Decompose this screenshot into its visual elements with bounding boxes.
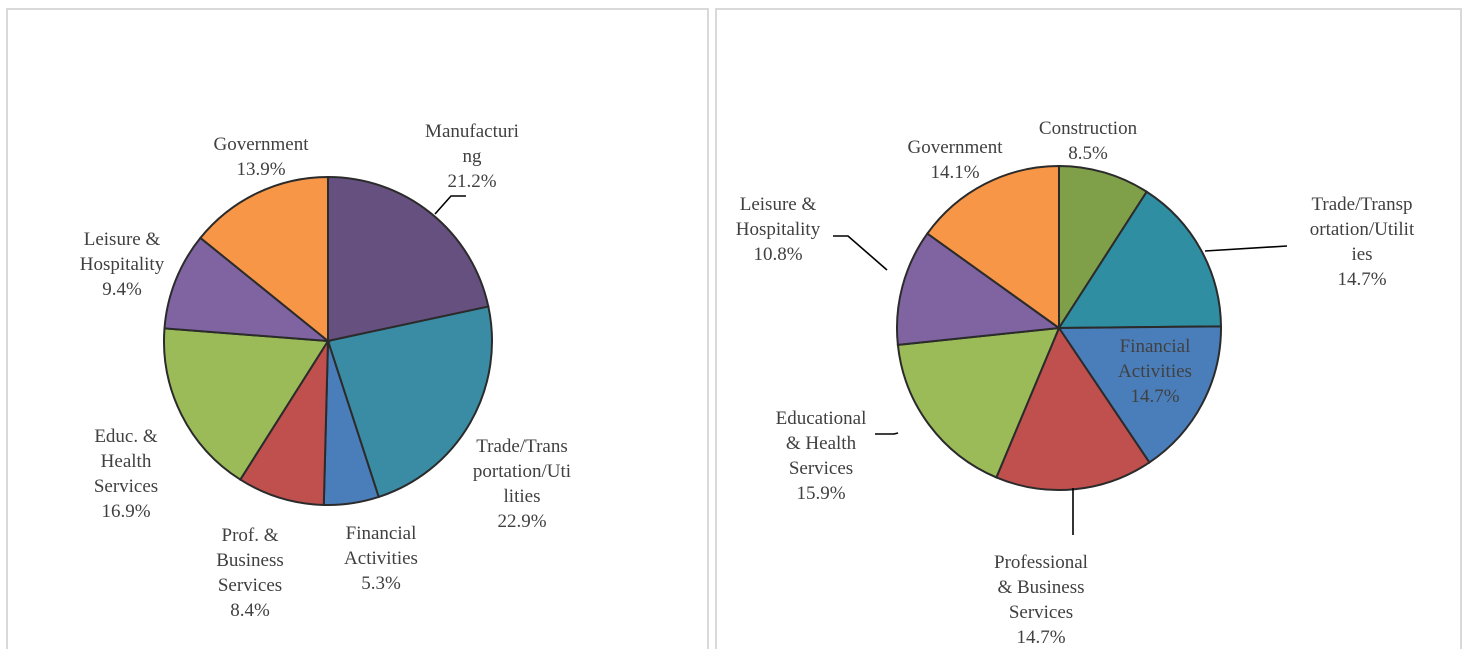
pie-slice: [896, 232, 1062, 346]
slice-label: Manufacturi ng 21.2%: [425, 121, 519, 192]
leader-line: [875, 432, 899, 435]
pie-slice: [995, 325, 1151, 491]
pie-slice: [327, 175, 490, 343]
pie-slice: [1057, 190, 1223, 330]
pie-slices: [163, 175, 493, 506]
slice-label: Construction 8.5%: [1039, 118, 1138, 164]
slice-label: Professional & Business Services 14.7%: [994, 552, 1088, 648]
pie-slice: [238, 337, 330, 506]
pie-slice: [326, 305, 493, 499]
pie-slice: [1057, 325, 1222, 464]
slice-label: Leisure & Hospitality 9.4%: [80, 229, 165, 300]
chart-panel-right: Construction 8.5% Trade/Transp ortation/Uti…: [715, 8, 1462, 649]
leader-lines: [833, 235, 1288, 535]
leader-line: [1204, 245, 1288, 252]
pie-slice: [1058, 164, 1149, 332]
slice-label: Trade/Transp ortation/Utilit ies 14.7%: [1310, 194, 1415, 290]
slice-labels: Construction 8.5% Trade/Transp ortation/Uti…: [736, 118, 1415, 648]
slice-label: Financial Activities 14.7%: [1118, 336, 1192, 407]
slice-label: Financial Activities 5.3%: [344, 523, 418, 594]
pie-slice: [925, 164, 1060, 330]
leader-line: [833, 235, 888, 271]
slice-label: Prof. & Business Services 8.4%: [216, 525, 284, 621]
slice-label: Government 14.1%: [908, 137, 1004, 183]
chart-panel-left: Manufacturi ng 21.2% Trade/Trans portation/U…: [6, 8, 709, 649]
pie-slices: [896, 164, 1223, 491]
slice-label: Trade/Trans portation/Uti lities 22.9%: [473, 436, 571, 532]
slice-labels: Manufacturi ng 21.2% Trade/Trans portation/U…: [80, 121, 571, 621]
pie-slice: [199, 175, 329, 344]
slice-label: Leisure & Hospitality 10.8%: [736, 194, 821, 265]
pie-slice: [163, 236, 332, 343]
pie-slice: [896, 326, 1061, 479]
pie-chart-right: Construction 8.5% Trade/Transp ortation/Uti…: [736, 118, 1415, 648]
pie-slice: [163, 327, 330, 481]
slice-label: Government 13.9%: [214, 134, 310, 180]
leader-line: [434, 195, 466, 215]
pie-chart-left: Manufacturi ng 21.2% Trade/Trans portation/U…: [80, 121, 571, 621]
leader-lines: [434, 195, 466, 215]
slice-label: Educational & Health Services 15.9%: [776, 408, 867, 504]
slice-label: Educ. & Health Services 16.9%: [94, 426, 158, 522]
